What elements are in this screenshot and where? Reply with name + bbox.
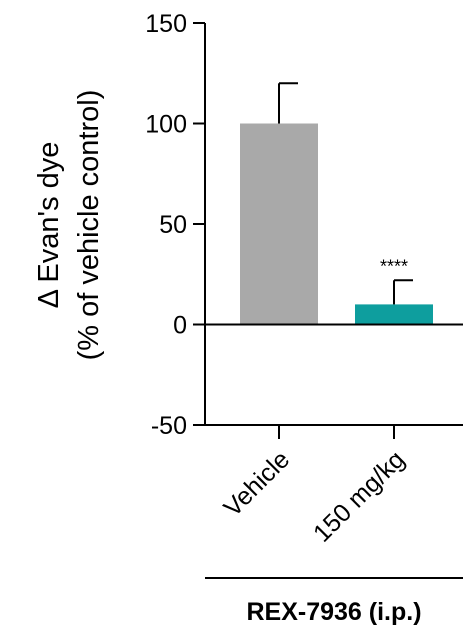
- y-axis-label-line2: (% of vehicle control): [73, 90, 105, 361]
- group-label: REX-7936 (i.p.): [246, 598, 421, 626]
- y-tick-label: 150: [145, 10, 187, 38]
- significance-label-1: ****: [380, 256, 408, 276]
- bar-1: [355, 304, 433, 325]
- y-tick-label: -50: [151, 412, 187, 440]
- y-axis: 150 100 50 0 -50: [145, 10, 206, 440]
- x-axis: Vehicle 150 mg/kg: [205, 323, 463, 548]
- x-tick-label-0: Vehicle: [218, 445, 295, 522]
- x-tick-label-1: 150 mg/kg: [308, 445, 410, 547]
- bars: ****: [240, 82, 433, 325]
- y-axis-label-line1: Δ Evan's dye: [33, 142, 65, 309]
- y-tick-label: 50: [159, 211, 187, 239]
- y-tick-label: 0: [173, 312, 187, 340]
- y-tick-label: 100: [145, 111, 187, 139]
- bar-0: [240, 123, 318, 325]
